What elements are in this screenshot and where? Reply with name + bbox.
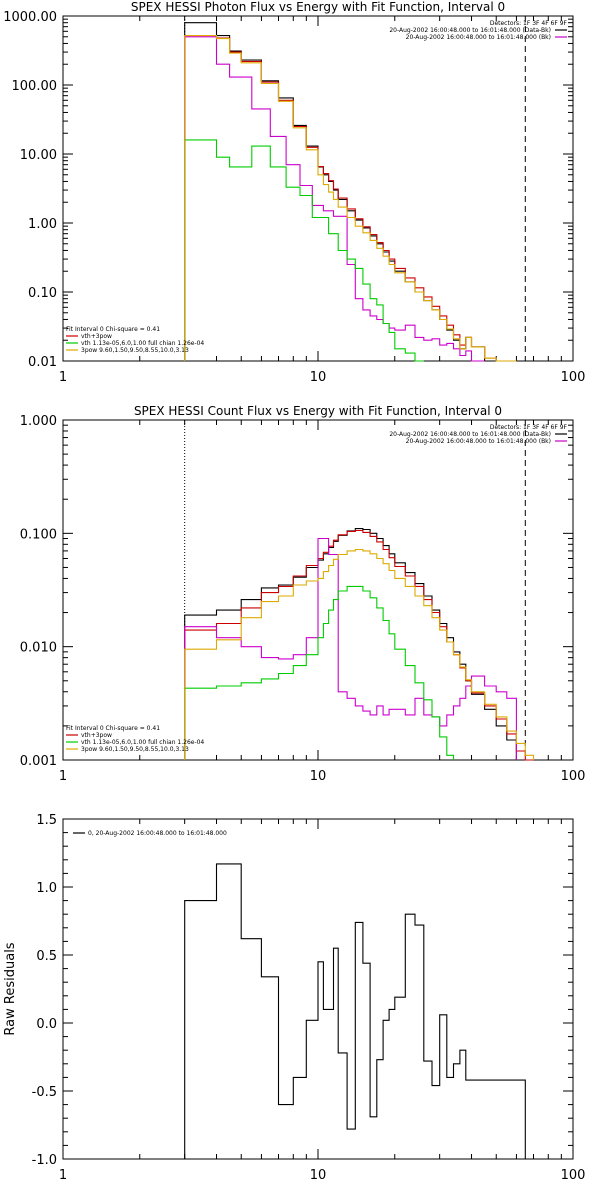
series-line-1-vth [184, 585, 455, 760]
plot-frame-0 [62, 15, 574, 362]
legend-label-bottom-0: vth 1.13e-05,6.0,1.00 full chian 1.26e-0… [81, 340, 204, 347]
series-line-0-vth-3pow [184, 35, 507, 362]
legend-label-top-0: 20-Aug-2002 16:00:48.000 to 16:01:48.000… [406, 34, 551, 41]
chart-title-1: SPEX HESSI Count Flux vs Energy with Fit… [134, 404, 502, 418]
chart-title-0: SPEX HESSI Photon Flux vs Energy with Fi… [131, 0, 505, 14]
x-tick-label-0: 10 [310, 370, 327, 385]
legend-label-2: 0, 20-Aug-2002 16:00:48.000 to 16:01:48.… [88, 830, 227, 837]
y-tick-label-2: -0.5 [32, 1085, 57, 1100]
legend-label-top-0: Detectors: 1F 3F 4F 6F 9F [490, 20, 568, 27]
series-line-1-bk [184, 537, 517, 760]
legend-label-bottom-1: 3pow 9.60,1.50,9.50,8.55,10.0,3.13 [81, 746, 189, 753]
x-tick-label-1: 1 [59, 769, 67, 784]
y-tick-label-2: 0.5 [36, 949, 57, 964]
x-tick-label-2: 1 [59, 1168, 67, 1183]
y-tick-label-2: 1.0 [36, 881, 57, 896]
y-tick-label-0: 10.00 [20, 148, 57, 163]
series-line-0-3pow [184, 35, 517, 362]
y-tick-label-0: 0.01 [28, 355, 57, 370]
y-tick-label-1: 0.010 [20, 641, 57, 656]
series-line-1-vth-3pow [184, 529, 534, 761]
legend-label-top-1: Detectors: 1F 3F 4F 6F 9F [490, 424, 568, 431]
x-tick-label-2: 10 [310, 1168, 327, 1183]
y-tick-label-1: 0.100 [20, 527, 57, 542]
series-line-1-3pow [184, 548, 535, 760]
series-line-2-0 [184, 863, 526, 1159]
legend-label-top-1: 20-Aug-2002 16:00:48.000 to 16:01:48.000… [406, 438, 551, 445]
y-tick-label-0: 1000.00 [3, 10, 57, 25]
y-tick-label-0: 0.10 [28, 286, 57, 301]
legend-label-top-0: 20-Aug-2002 16:00:48.000 to 16:01:48.000… [389, 27, 551, 34]
x-tick-label-1: 100 [561, 769, 586, 784]
series-line-1-data-bk [184, 528, 526, 761]
x-tick-label-2: 100 [561, 1168, 586, 1183]
series-line-0-bk [184, 36, 485, 362]
y-tick-label-2: -1.0 [32, 1153, 57, 1168]
y-tick-label-2: 0.0 [36, 1017, 57, 1032]
legend-label-bottom-0: vth+3pow [81, 333, 112, 340]
y-axis-label-2: Raw Residuals [3, 942, 18, 1035]
series-line-0-vth [184, 139, 424, 362]
legend-label-bottom-0: Fit Interval 0 Chi-square = 0.41 [66, 326, 160, 333]
y-tick-label-1: 1.000 [20, 414, 57, 429]
series-line-0-data-bk [184, 22, 507, 362]
legend-label-bottom-1: vth 1.13e-05,6.0,1.00 full chian 1.26e-0… [81, 739, 204, 746]
legend-label-bottom-1: vth+3pow [81, 732, 112, 739]
y-tick-label-2: 1.5 [36, 813, 57, 828]
y-tick-label-0: 100.00 [12, 79, 58, 94]
y-tick-label-1: 0.001 [20, 754, 57, 769]
x-tick-label-1: 10 [310, 769, 327, 784]
x-tick-label-0: 100 [561, 370, 586, 385]
y-tick-label-0: 1.00 [28, 217, 57, 232]
x-tick-label-0: 1 [59, 370, 67, 385]
legend-label-bottom-0: 3pow 9.60,1.50,9.50,8.55,10.0,3.13 [81, 347, 189, 354]
legend-label-bottom-1: Fit Interval 0 Chi-square = 0.41 [66, 725, 160, 732]
legend-label-top-1: 20-Aug-2002 16:00:48.000 to 16:01:48.000… [389, 431, 551, 438]
